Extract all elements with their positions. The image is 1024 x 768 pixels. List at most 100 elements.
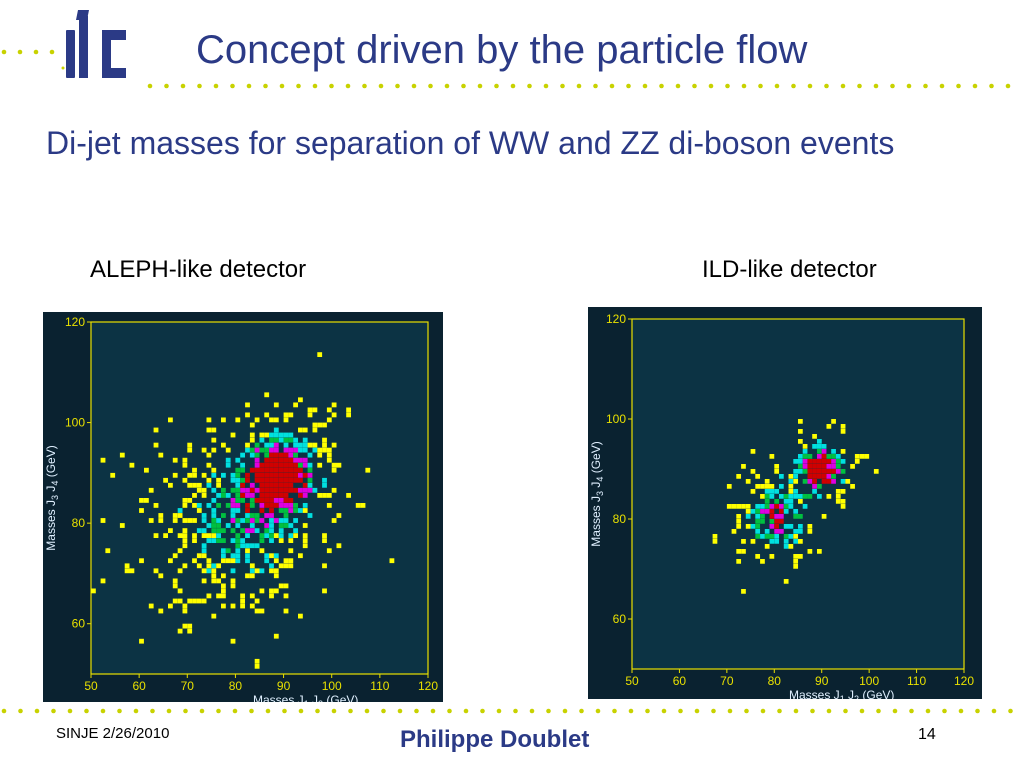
heat-cell [798,469,803,474]
heat-cell [124,568,130,574]
heat-cell [821,479,827,484]
heat-cell [273,482,279,488]
heat-cell [192,598,197,604]
heat-cell [216,528,222,534]
heat-cell [201,518,207,523]
decor-dot [100,708,106,714]
heat-cell [216,533,222,539]
heat-cell [331,487,337,493]
heat-cell [187,623,193,629]
heat-cell [331,442,337,448]
heat-cell [764,534,770,539]
heat-cell [750,539,756,544]
heat-cell [826,474,832,479]
heat-cell [298,477,303,483]
heat-cell [736,514,742,519]
heat-cell [802,444,808,449]
heat-cell [148,518,154,523]
heat-cell [249,573,255,579]
heat-cell [312,427,318,433]
heat-cell [273,568,279,574]
heat-cell [760,494,765,499]
heat-cell [288,558,294,564]
heat-cell [831,469,836,474]
heat-cell [182,623,188,629]
heat-cell [201,578,207,584]
heat-cell [177,598,183,604]
heat-cell [293,437,299,443]
footer-date: SINJE 2/26/2010 [56,725,170,742]
heat-cell [854,459,860,464]
heat-cell [201,528,207,534]
heat-cell [802,494,808,499]
heat-cell [807,529,813,534]
heat-cell [206,538,212,544]
heat-cell [206,558,212,564]
heat-cell [235,533,241,539]
heat-cell [269,538,274,544]
heat-cell [249,603,255,609]
top-dotted-line [1,49,1011,89]
x-tick-label: 60 [673,674,687,688]
heat-cell [278,523,284,528]
heat-cell [192,482,197,488]
heat-cell [755,519,761,524]
heat-cell [240,528,246,534]
heat-cell [326,548,332,554]
heat-cell [240,462,246,468]
heat-cell [187,447,193,453]
decor-dot [741,83,747,89]
heat-cell [278,533,284,539]
heat-cell [245,447,250,453]
heat-cell [312,447,318,453]
heat-cell [346,412,352,418]
y-tick-label: 120 [606,312,626,326]
heat-cell [182,543,188,549]
heat-cell [240,603,246,609]
decor-dot [263,83,268,89]
heat-cell [225,493,231,498]
heat-cell [264,412,270,418]
aleph-plot-label: ALEPH-like detector [90,256,307,283]
heat-cell [326,452,332,458]
heat-cell [764,504,770,509]
heat-cell [211,472,217,478]
heat-cell [230,603,236,609]
decor-dot [265,708,271,714]
decor-dot [315,708,320,714]
heat-cell [288,538,294,544]
heat-cell [831,459,836,464]
heat-cell [172,472,178,478]
heat-cell [273,503,279,508]
heat-cell [831,474,836,479]
heat-cell [249,543,255,549]
heat-cell [230,487,236,493]
decor-dot [216,708,221,714]
heat-cell [225,523,231,528]
heat-cell [273,533,279,539]
heat-cell [273,427,279,433]
heat-cell [259,493,265,498]
heat-cell [302,508,308,513]
heat-cell [201,543,207,549]
heat-cell [273,467,279,473]
heat-cell [269,568,274,574]
heat-cell [821,514,827,519]
heat-cell [302,543,308,549]
heat-cell [182,518,188,523]
heat-cell [230,638,236,644]
heat-cell [283,593,289,599]
heat-cell [731,504,737,509]
decor-dot [925,708,931,714]
heat-cell [119,452,125,458]
heat-cell [307,467,313,473]
heat-cell [283,457,289,463]
heat-cell [812,489,817,494]
decor-dot [164,83,169,89]
heat-cell [741,464,746,469]
heat-cell [779,514,784,519]
heat-cell [187,482,193,488]
heat-cell [269,452,274,458]
heat-cell [307,472,313,478]
heat-cell [755,514,761,519]
